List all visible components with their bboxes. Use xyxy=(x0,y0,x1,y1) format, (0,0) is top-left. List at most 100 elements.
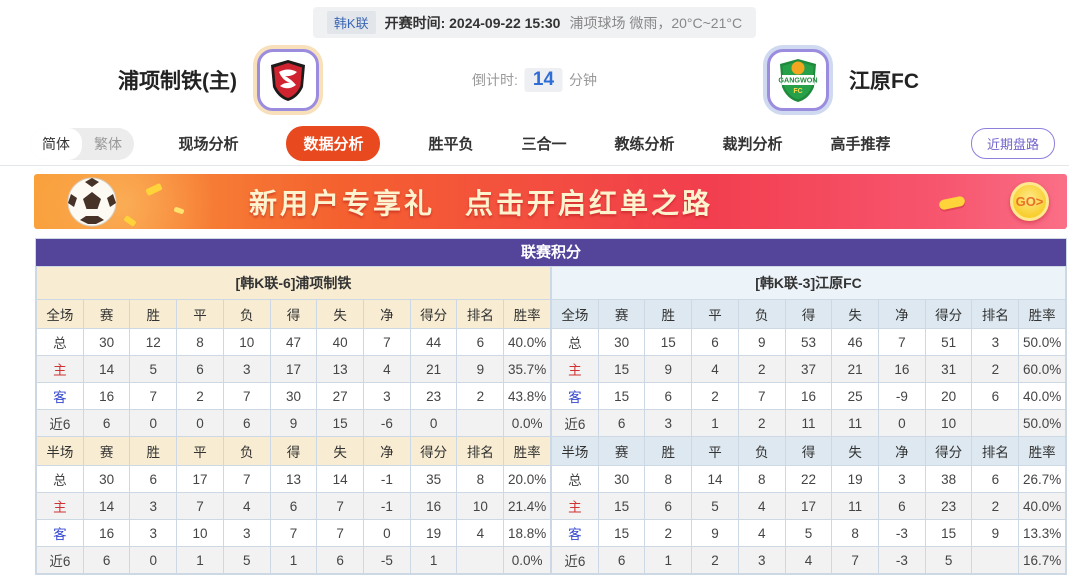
stat-cell: 胜 xyxy=(129,436,178,466)
stat-cell: 9 xyxy=(737,328,786,356)
stat-cell: 15 xyxy=(597,519,646,547)
stat-cell: 40.0% xyxy=(1018,382,1066,410)
stat-cell: 40.0% xyxy=(503,328,551,356)
away-team-name: 江原FC xyxy=(849,70,919,93)
go-button[interactable]: GO> xyxy=(1010,182,1049,221)
stat-cell: 排名 xyxy=(456,436,505,466)
toggle-simplified[interactable]: 简体 xyxy=(30,127,82,160)
stat-cell: 10 xyxy=(456,492,505,520)
stat-cell xyxy=(971,546,1020,574)
stat-cell: -1 xyxy=(363,492,411,520)
nav-tab[interactable]: 胜平负 xyxy=(428,136,474,153)
stat-cell: 得分 xyxy=(409,436,458,466)
nav-tab[interactable]: 教练分析 xyxy=(614,136,675,153)
stat-cell: 51 xyxy=(924,328,973,356)
header-row: 全场赛胜平负得失净得分 排名 胜率 xyxy=(36,299,551,329)
stat-cell: 净 xyxy=(878,436,926,466)
countdown-value: 14 xyxy=(524,68,563,92)
stat-cell: -5 xyxy=(363,546,411,574)
nav-tab[interactable]: 三合一 xyxy=(521,136,567,153)
stat-cell: 60.0% xyxy=(1018,355,1066,383)
table-row: 近6 6 3 1 2 11 11 0 10 50.0% xyxy=(551,409,1066,437)
stat-cell: 2 xyxy=(737,355,786,383)
stat-cell: 46 xyxy=(831,328,880,356)
stat-cell: 7 xyxy=(316,519,365,547)
away-team-logo[interactable]: GANGWON FC xyxy=(767,49,829,111)
team-header-row: [韩K联-6]浦项制铁 xyxy=(36,266,551,300)
stat-cell: 40.0% xyxy=(1018,492,1066,520)
stat-cell: 21.4% xyxy=(503,492,551,520)
nav-tab[interactable]: 高手推荐 xyxy=(830,136,891,153)
stat-cell: 8 xyxy=(831,519,880,547)
league-badge[interactable]: 韩K联 xyxy=(326,11,376,34)
stat-cell: 0 xyxy=(878,409,926,437)
svg-text:FC: FC xyxy=(793,88,802,95)
stat-cell: 7 xyxy=(176,492,224,520)
stat-cell: 16 xyxy=(784,382,833,410)
stat-cell: 0 xyxy=(363,519,411,547)
banner-text-1: 新用户专享礼 xyxy=(249,187,436,219)
banner-text: 新用户专享礼 点击开启红单之路 xyxy=(249,182,713,222)
stat-cell: 半场 xyxy=(36,436,84,466)
soccer-ball-icon xyxy=(66,176,118,229)
stat-cell xyxy=(971,409,1020,437)
countdown-label: 倒计时: xyxy=(471,72,518,88)
stat-cell: -6 xyxy=(363,409,411,437)
stat-cell: 2 xyxy=(644,519,693,547)
stat-cell: 4 xyxy=(737,519,786,547)
teams-row: 浦项制铁(主) 倒计时: 14 分钟 GANGWON FC 江原FC xyxy=(0,38,1069,122)
stat-cell: 胜 xyxy=(644,436,693,466)
stat-cell: 失 xyxy=(831,299,880,329)
stat-cell: 6 xyxy=(691,328,739,356)
venue-weather: 浦项球场 微雨，20°C~21°C xyxy=(569,14,743,31)
team-header-row: [韩K联-3]江原FC xyxy=(551,266,1066,300)
stat-cell: 胜 xyxy=(129,299,178,329)
stat-cell: 4 xyxy=(222,492,271,520)
stat-cell: 失 xyxy=(316,436,365,466)
stat-cell: 7 xyxy=(878,328,926,356)
stat-cell: 0 xyxy=(129,546,178,574)
stat-cell xyxy=(456,546,505,574)
stat-cell: 50.0% xyxy=(1018,409,1066,437)
recent-trend-button[interactable]: 近期盘路 xyxy=(970,128,1055,159)
stat-cell: 2 xyxy=(691,546,739,574)
table-row: 主 14 5 6 3 17 13 4 21 9 35.7% xyxy=(36,355,551,383)
stat-cell: 赛 xyxy=(597,299,646,329)
nav-tab[interactable]: 数据分析 xyxy=(286,126,381,161)
stat-cell: 23 xyxy=(409,382,458,410)
stat-cell: -3 xyxy=(878,519,926,547)
stat-cell: 4 xyxy=(737,492,786,520)
stat-cell: 53 xyxy=(784,328,833,356)
promo-banner[interactable]: 新用户专享礼 点击开启红单之路 GO> xyxy=(34,174,1067,229)
stat-cell: 2 xyxy=(176,382,224,410)
stat-cell: 得分 xyxy=(924,436,973,466)
stat-cell: 负 xyxy=(222,436,271,466)
nav-tab[interactable]: 现场分析 xyxy=(178,136,239,153)
stat-cell: 14 xyxy=(82,355,131,383)
stat-cell: 6 xyxy=(316,546,365,574)
stat-cell: 7 xyxy=(363,328,411,356)
stat-cell: 17 xyxy=(269,355,318,383)
stat-cell: 赛 xyxy=(82,436,131,466)
stat-cell: 失 xyxy=(316,299,365,329)
stat-cell: 1 xyxy=(409,546,458,574)
stat-cell: 37 xyxy=(784,355,833,383)
stat-cell: 50.0% xyxy=(1018,328,1066,356)
stat-cell: 14 xyxy=(691,465,739,493)
home-team-logo[interactable] xyxy=(257,49,319,111)
header-row: 全场赛胜平负得失净得分 排名 胜率 xyxy=(551,299,1066,329)
stat-cell: 近6 xyxy=(551,409,599,437)
table-row: 总 30 12 8 10 47 40 7 44 6 40.0% xyxy=(36,328,551,356)
stat-cell: 5 xyxy=(129,355,178,383)
toggle-traditional[interactable]: 繁体 xyxy=(94,135,122,152)
stat-cell: 10 xyxy=(176,519,224,547)
table-row: 客 15 6 2 7 16 25 -9 20 6 40.0% xyxy=(551,382,1066,410)
stat-cell: 得分 xyxy=(924,299,973,329)
nav-tab[interactable]: 裁判分析 xyxy=(722,136,783,153)
stat-cell: 14 xyxy=(82,492,131,520)
stat-cell: 7 xyxy=(222,465,271,493)
match-info-pill: 韩K联 开赛时间: 2024-09-22 15:30 浦项球场 微雨，20°C~… xyxy=(312,7,757,38)
stat-cell: 2 xyxy=(971,355,1020,383)
stat-cell: 平 xyxy=(176,436,224,466)
stat-cell: -9 xyxy=(878,382,926,410)
